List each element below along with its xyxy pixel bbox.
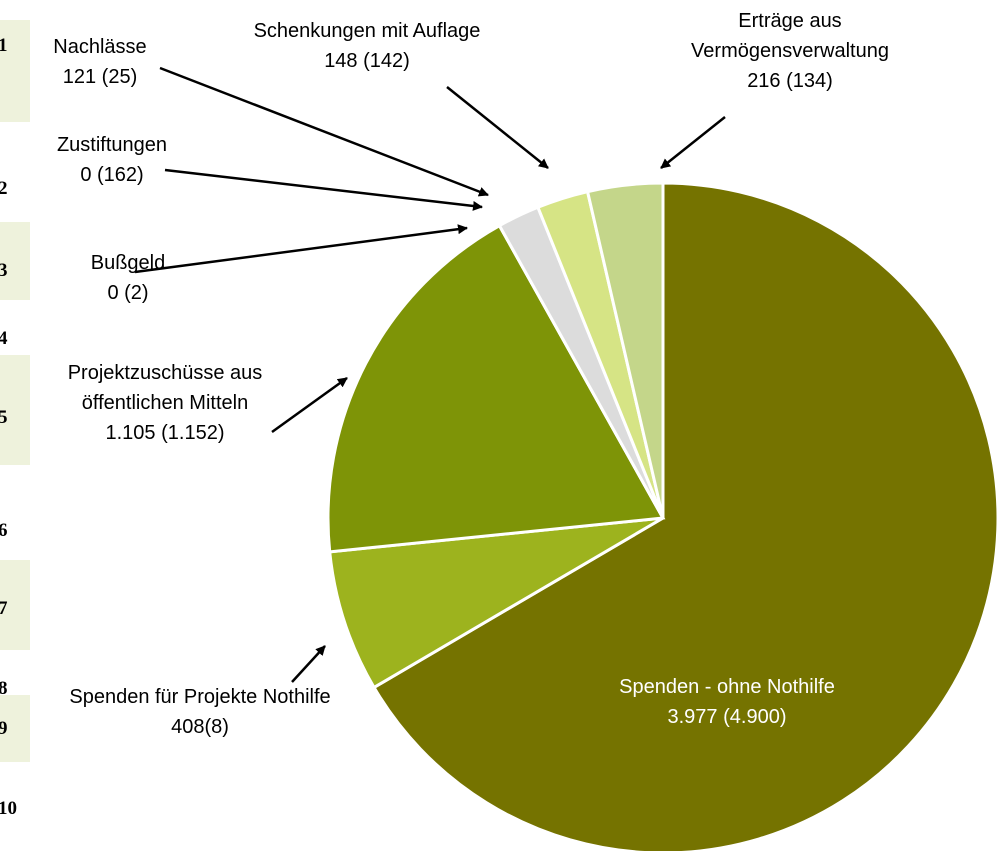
table-row [0, 222, 30, 300]
table-row [0, 695, 30, 762]
leader-line [660, 116, 726, 169]
value-label: 148 (142) [324, 50, 410, 72]
slice-label: Zustiftungen 0 (162) [12, 130, 212, 190]
pie-slice [328, 516, 664, 690]
leader-line [271, 376, 348, 434]
leader-lines [134, 66, 726, 683]
category-label: Projektzuschüsse aus öffentlichen Mittel… [67, 362, 263, 414]
value-label: 216 (134) [747, 70, 833, 92]
row-number: 7 [0, 598, 8, 619]
row-number: 4 [0, 328, 8, 349]
row-number: 1 [0, 35, 8, 56]
slice-label: Nachlässe 121 (25) [20, 32, 180, 92]
value-label: 0 (2) [107, 282, 149, 304]
leader-line [159, 66, 489, 197]
category-label: Spenden für Projekte Nothilfe [69, 686, 331, 708]
background-table: 1 2 3 4 5 6 7 8 9 10 [0, 20, 30, 819]
slice-label: Spenden - ohne Nothilfe 3.977 (4.900) [567, 672, 887, 732]
pie-slice [326, 223, 666, 554]
value-label: 0 (162) [80, 164, 144, 186]
row-number: 9 [0, 718, 8, 739]
slice-label: Bußgeld 0 (2) [48, 248, 208, 308]
pie [326, 181, 999, 851]
category-label: Spenden - ohne Nothilfe [619, 676, 835, 698]
leader-line [134, 224, 468, 274]
row-number: 5 [0, 407, 8, 428]
category-label: Zustiftungen [56, 134, 168, 156]
leader-line [291, 645, 326, 683]
table-row [0, 560, 30, 650]
value-label: 408(8) [171, 716, 229, 738]
slice-label: Projektzuschüsse aus öffentlichen Mittel… [25, 358, 305, 448]
row-number: 6 [0, 520, 8, 541]
category-label: Bußgeld [90, 252, 166, 274]
leader-line [164, 168, 483, 211]
category-label: Nachlässe [53, 36, 147, 58]
slice-label: Spenden für Projekte Nothilfe 408(8) [10, 682, 390, 742]
slice-label: Schenkungen mit Auflage 148 (142) [207, 16, 527, 76]
pie-slice [585, 181, 665, 519]
value-label: 1.105 (1.152) [105, 422, 225, 444]
pie-slice [371, 181, 999, 851]
category-label: Erträge aus Vermögensverwaltung [691, 10, 889, 62]
category-label: Schenkungen mit Auflage [253, 20, 481, 42]
row-number: 3 [0, 260, 8, 281]
table-row [0, 20, 30, 122]
leader-line [446, 86, 549, 169]
row-number: 2 [0, 178, 8, 199]
table-row [0, 355, 30, 465]
row-number: 8 [0, 678, 8, 699]
slice-label: Erträge aus Vermögensverwaltung 216 (134) [680, 6, 900, 96]
value-label: 121 (25) [62, 66, 138, 88]
row-number: 10 [0, 798, 17, 819]
value-label: 3.977 (4.900) [667, 706, 787, 728]
